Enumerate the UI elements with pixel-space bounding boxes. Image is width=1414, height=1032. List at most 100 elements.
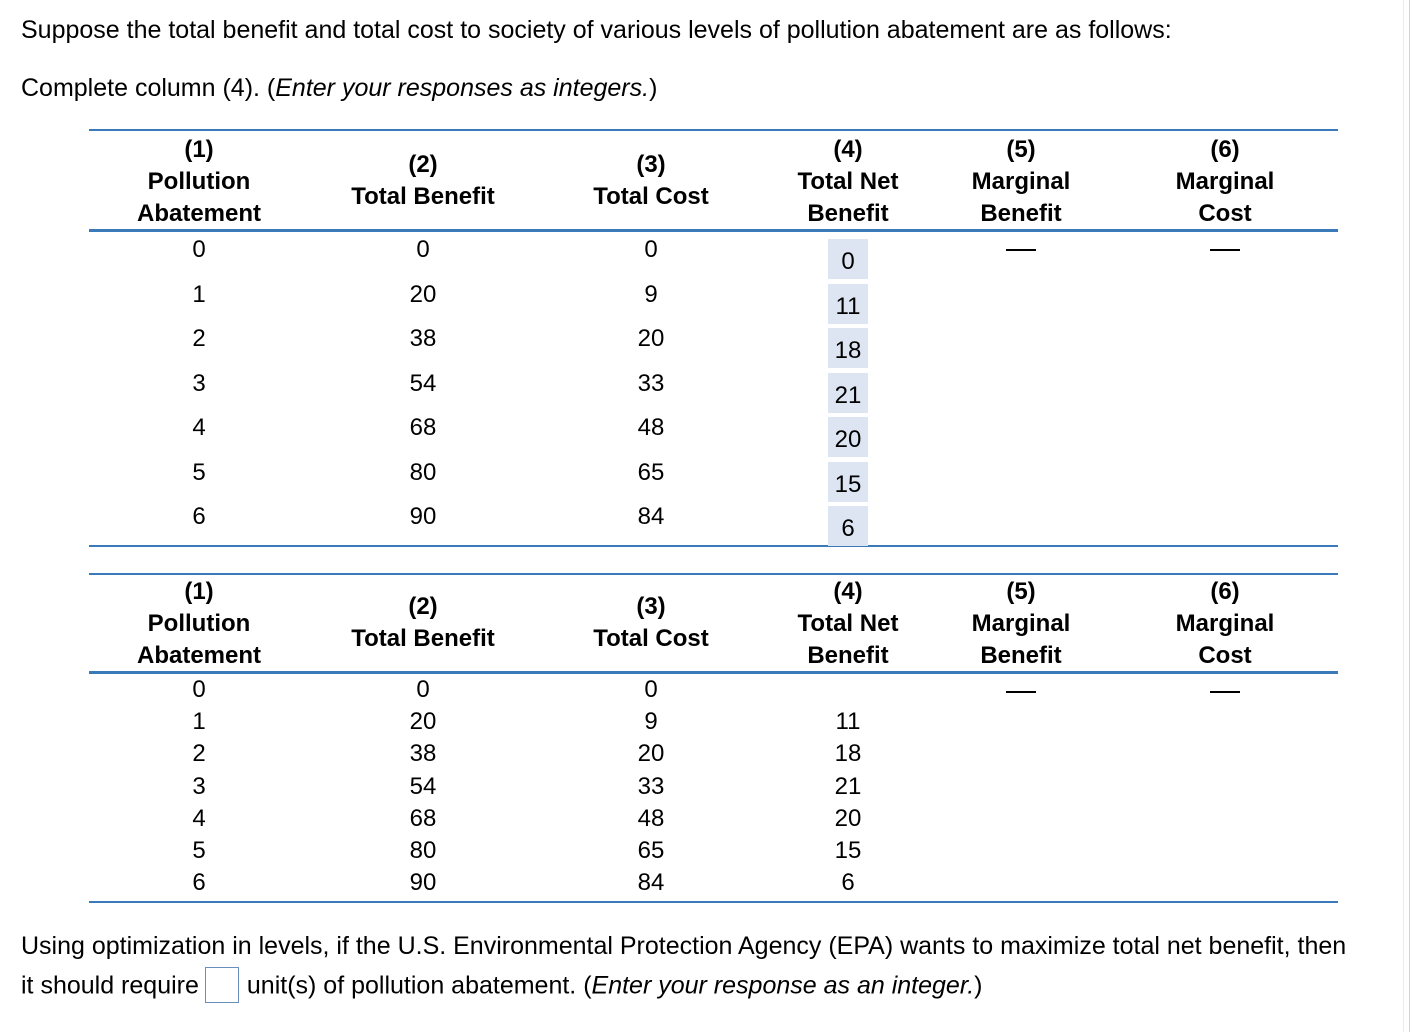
input-table: (1) Pollution Abatement (2) Total Benefit (3)…	[89, 129, 1338, 549]
followup-before: it should require	[21, 971, 199, 1000]
cell-total-benefit: 20	[409, 708, 437, 736]
net-benefit-input[interactable]: 6	[828, 506, 868, 546]
cell-abatement: 3	[192, 772, 206, 800]
header-marginal-cost-num: (6)	[1210, 578, 1240, 605]
abatement-answer-input[interactable]	[204, 967, 239, 1003]
header-pollution-abatement-l2: Abatement	[136, 642, 262, 669]
header-total-benefit-l1: Total Benefit	[351, 625, 495, 652]
net-benefit-input[interactable]: 18	[828, 328, 868, 368]
net-benefit-input[interactable]: 0	[828, 239, 868, 279]
header-marginal-benefit: (5) Marginal Benefit	[931, 134, 1111, 230]
header-pollution-abatement-num: (1)	[184, 136, 214, 163]
header-marginal-benefit-l2: Benefit	[980, 200, 1062, 227]
header-total-net-benefit-l2: Benefit	[807, 200, 889, 227]
header-pollution-abatement: (1) Pollution Abatement	[99, 134, 299, 230]
header-total-cost-l1: Total Cost	[593, 625, 709, 652]
cell-total-cost: 48	[637, 414, 665, 441]
followup-italic: Enter your response as an integer.	[591, 971, 975, 1000]
cell-net-benefit: 6	[841, 869, 855, 897]
header-total-net-benefit-num: (4)	[833, 136, 863, 163]
cell-total-cost: 20	[637, 740, 665, 768]
cell-abatement: 0	[192, 236, 206, 263]
cell-net-benefit: 15	[834, 837, 862, 864]
followup-close: )	[974, 971, 983, 1000]
right-edge-shadow	[1403, 0, 1404, 1032]
header-marginal-cost: (6) Marginal Cost	[1135, 134, 1315, 230]
net-benefit-input[interactable]: 21	[828, 372, 868, 413]
cell-total-benefit: 54	[409, 369, 437, 397]
header-pollution-abatement-num: (1)	[184, 578, 214, 605]
cell-total-cost: 65	[637, 458, 665, 486]
header-total-cost-num: (3)	[636, 593, 666, 620]
cell-total-benefit: 0	[416, 676, 430, 703]
table-header-rule	[89, 229, 1338, 232]
followup-question-line2: it should require unit(s) of pollution ab…	[21, 967, 983, 1005]
cell-total-cost: 0	[644, 676, 658, 703]
header-marginal-cost-num: (6)	[1210, 136, 1240, 163]
header-total-cost-num: (3)	[636, 151, 666, 178]
cell-total-benefit: 80	[409, 458, 437, 486]
cell-total-benefit: 38	[409, 740, 437, 768]
followup-question-line1: Using optimization in levels, if the U.S…	[21, 932, 1347, 960]
marginal-cost-dash	[1210, 249, 1240, 251]
cell-total-cost: 84	[637, 869, 665, 897]
cell-abatement: 5	[192, 458, 206, 486]
cell-total-benefit: 68	[409, 804, 437, 832]
cell-total-cost: 33	[637, 369, 665, 397]
header-total-net-benefit-num: (4)	[833, 578, 863, 605]
marginal-benefit-dash	[1006, 691, 1036, 693]
header-marginal-benefit-l1: Marginal	[971, 168, 1071, 195]
table-top-rule	[89, 573, 1338, 575]
header-marginal-benefit: (5) Marginal Benefit	[931, 576, 1111, 672]
header-marginal-benefit-l2: Benefit	[980, 642, 1062, 669]
header-total-net-benefit-l1: Total Net	[797, 610, 899, 637]
table-header-rule	[89, 671, 1338, 674]
header-total-cost: (3) Total Cost	[551, 591, 751, 655]
cell-net-benefit: 21	[834, 772, 862, 800]
cell-total-cost: 9	[644, 708, 658, 736]
marginal-cost-dash	[1210, 691, 1240, 693]
instruction-close: )	[649, 74, 658, 102]
cell-abatement: 5	[192, 837, 206, 864]
cell-total-benefit: 0	[416, 236, 430, 263]
cell-net-benefit: 11	[835, 708, 861, 736]
header-total-benefit: (2) Total Benefit	[313, 591, 533, 655]
net-benefit-input[interactable]: 11	[828, 283, 868, 324]
cell-total-benefit: 54	[409, 772, 437, 800]
header-marginal-cost-l2: Cost	[1198, 642, 1252, 669]
cell-abatement: 4	[192, 804, 206, 832]
followup-after: unit(s) of pollution abatement. (	[246, 971, 592, 1000]
header-total-net-benefit-l1: Total Net	[797, 168, 899, 195]
net-benefit-input[interactable]: 20	[828, 417, 868, 457]
cell-total-benefit: 80	[409, 837, 437, 864]
header-total-benefit-l1: Total Benefit	[351, 183, 495, 210]
marginal-benefit-dash	[1006, 249, 1036, 251]
header-total-cost: (3) Total Cost	[551, 149, 751, 213]
header-marginal-cost-l2: Cost	[1198, 200, 1252, 227]
header-total-benefit-num: (2)	[408, 593, 438, 620]
cell-abatement: 1	[192, 708, 206, 736]
header-pollution-abatement-l2: Abatement	[136, 200, 262, 227]
cell-abatement: 6	[192, 503, 206, 530]
right-edge-border	[1409, 0, 1410, 1032]
net-benefit-input[interactable]: 15	[828, 461, 868, 502]
header-total-net-benefit: (4) Total Net Benefit	[758, 134, 938, 230]
header-pollution-abatement-l1: Pollution	[147, 610, 251, 637]
cell-total-cost: 20	[637, 325, 665, 352]
cell-abatement: 2	[192, 740, 206, 768]
cell-total-cost: 0	[644, 236, 658, 263]
header-total-net-benefit-l2: Benefit	[807, 642, 889, 669]
header-pollution-abatement-l1: Pollution	[147, 168, 251, 195]
cell-total-cost: 33	[637, 772, 665, 800]
cell-net-benefit: 20	[834, 804, 862, 832]
cell-abatement: 1	[192, 280, 206, 308]
header-total-cost-l1: Total Cost	[593, 183, 709, 210]
table-bottom-rule	[89, 901, 1338, 903]
question-intro: Suppose the total benefit and total cost…	[21, 16, 1172, 44]
cell-abatement: 2	[192, 325, 206, 352]
cell-abatement: 0	[192, 676, 206, 703]
header-pollution-abatement: (1) Pollution Abatement	[99, 576, 299, 672]
cell-total-benefit: 38	[409, 325, 437, 352]
header-total-benefit: (2) Total Benefit	[313, 149, 533, 213]
instruction-italic: Enter your responses as integers.	[275, 74, 650, 102]
